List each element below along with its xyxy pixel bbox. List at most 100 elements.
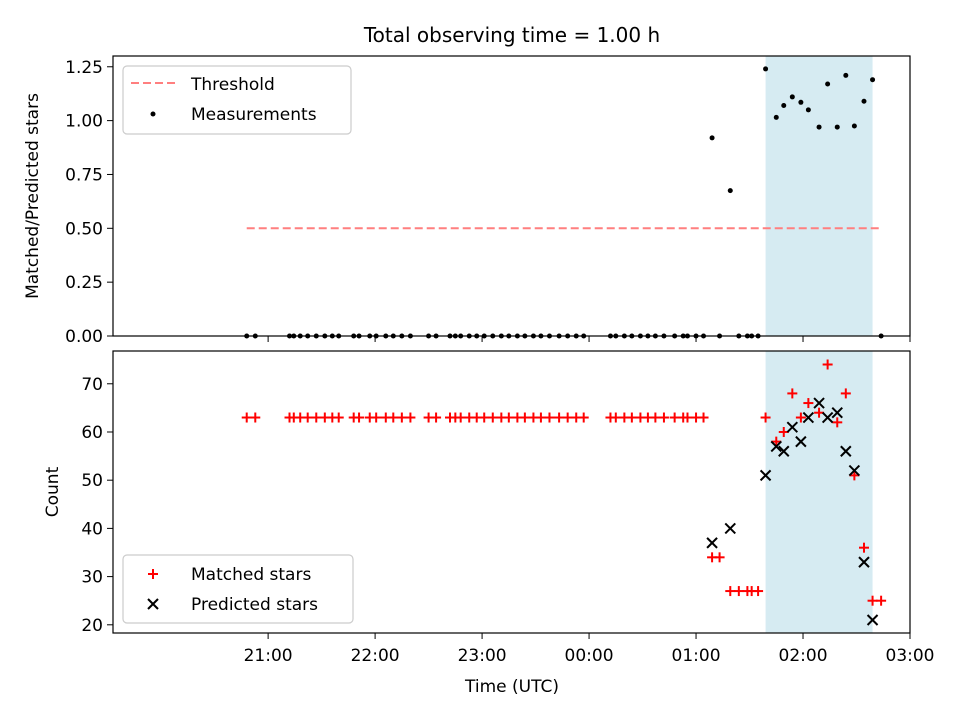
cross-b bbox=[759, 469, 772, 482]
cross-b bbox=[821, 411, 834, 424]
measurement-point bbox=[825, 81, 831, 87]
matched-point bbox=[250, 412, 261, 423]
y-tick-label: 30 bbox=[81, 568, 103, 588]
x-tick-label: 02:00 bbox=[779, 646, 828, 666]
predicted-point bbox=[778, 445, 790, 457]
measurement-point bbox=[781, 103, 787, 109]
predicted-point bbox=[770, 440, 782, 453]
predicted-point bbox=[724, 522, 736, 535]
matched-point bbox=[311, 412, 322, 423]
matched-point bbox=[803, 398, 814, 409]
legend-predicted-swatch bbox=[147, 598, 159, 610]
cross-b bbox=[724, 522, 736, 535]
y-tick-label: 0.50 bbox=[65, 219, 103, 239]
x-axis-label: Time (UTC) bbox=[464, 677, 559, 697]
matched-point bbox=[562, 412, 573, 423]
matched-point bbox=[554, 412, 565, 423]
matched-point bbox=[519, 412, 530, 423]
predicted-point bbox=[840, 445, 852, 457]
cross-b bbox=[795, 435, 807, 448]
legend-measurements-swatch bbox=[150, 111, 156, 117]
matched-point bbox=[753, 586, 764, 597]
y-tick-label: 20 bbox=[81, 616, 103, 636]
legend-predicted-label: Predicted stars bbox=[191, 595, 318, 615]
cross-b bbox=[770, 440, 782, 453]
matched-point bbox=[650, 412, 661, 423]
matched-point bbox=[682, 412, 693, 423]
cross-b bbox=[831, 406, 843, 419]
highlight-span bbox=[765, 351, 873, 633]
matched-point bbox=[840, 388, 851, 399]
matched-point bbox=[371, 412, 382, 423]
cross-b bbox=[786, 421, 799, 433]
matched-point bbox=[867, 595, 878, 606]
y-ticks: 0.00 0.25 0.50 0.75 1.00 1.25 bbox=[65, 58, 113, 347]
count-panel: 20 30 40 50 60 70 21:00 22:00 23:00 00:00 01:00 02… bbox=[43, 350, 935, 697]
matched-point bbox=[822, 359, 833, 370]
cross-b bbox=[778, 445, 790, 457]
matched-point bbox=[405, 412, 416, 423]
measurement-point bbox=[843, 72, 849, 78]
cross-b bbox=[706, 537, 718, 549]
x-tick-label: 21:00 bbox=[244, 646, 293, 666]
matched-point bbox=[787, 388, 798, 399]
plot-frame bbox=[112, 350, 911, 634]
predicted-point bbox=[759, 469, 772, 482]
matched-points bbox=[241, 359, 887, 606]
plot-frame bbox=[112, 55, 911, 337]
matched-point bbox=[610, 412, 621, 423]
measurement-point bbox=[789, 94, 795, 100]
matched-point bbox=[487, 412, 498, 423]
legend-bottom: Matched stars Predicted stars bbox=[122, 554, 354, 624]
ratio-panel: 0.00 0.25 0.50 0.75 1.00 1.25 Matched/Predict… bbox=[23, 55, 911, 347]
cross-b bbox=[802, 411, 815, 424]
y-axis-label: Count bbox=[43, 466, 63, 517]
matched-point bbox=[578, 412, 589, 423]
matched-point bbox=[714, 552, 725, 563]
chart-title: Total observing time = 1.00 h bbox=[363, 23, 660, 47]
matched-point bbox=[396, 412, 407, 423]
measurement-point bbox=[851, 123, 857, 129]
matched-point bbox=[876, 595, 887, 606]
x-tick-label: 03:00 bbox=[886, 646, 935, 666]
matched-point bbox=[388, 412, 399, 423]
matched-point bbox=[455, 412, 466, 423]
matched-point bbox=[858, 542, 869, 553]
predicted-point bbox=[821, 411, 834, 424]
measurement-point bbox=[798, 99, 804, 105]
matched-point bbox=[698, 412, 709, 423]
matched-point bbox=[669, 412, 680, 423]
matched-point bbox=[658, 412, 669, 423]
y-tick-label: 0.25 bbox=[65, 273, 103, 293]
matched-point bbox=[333, 412, 344, 423]
legend-matched-swatch bbox=[148, 569, 158, 579]
cross-b bbox=[840, 445, 852, 457]
predicted-point bbox=[706, 537, 718, 549]
x-tick-label: 01:00 bbox=[672, 646, 721, 666]
measurement-point bbox=[870, 77, 876, 83]
matched-point bbox=[733, 586, 744, 597]
legend-top: Threshold Measurements bbox=[122, 65, 352, 135]
matched-point bbox=[431, 412, 442, 423]
measurement-point bbox=[727, 188, 733, 194]
y-axis-label: Matched/Predicted stars bbox=[23, 93, 43, 299]
cross-b bbox=[848, 464, 861, 477]
predicted-point bbox=[848, 464, 861, 477]
x-tick-label: 22:00 bbox=[351, 646, 400, 666]
predicted-point bbox=[795, 435, 807, 448]
y-tick-label: 1.25 bbox=[65, 58, 103, 78]
legend-measurements-label: Measurements bbox=[191, 105, 317, 125]
legend-threshold-label: Threshold bbox=[190, 75, 275, 95]
matched-point bbox=[544, 412, 555, 423]
matched-point bbox=[241, 412, 252, 423]
measurement-point bbox=[763, 66, 769, 72]
y-tick-label: 1.00 bbox=[65, 112, 103, 132]
matched-point bbox=[503, 412, 514, 423]
x-tick-label: 00:00 bbox=[565, 646, 614, 666]
predicted-point bbox=[786, 421, 799, 433]
matched-point bbox=[760, 412, 771, 423]
matched-point bbox=[302, 412, 313, 423]
cross-b bbox=[866, 614, 879, 626]
measurement-point bbox=[773, 114, 779, 120]
matched-point bbox=[354, 412, 365, 423]
